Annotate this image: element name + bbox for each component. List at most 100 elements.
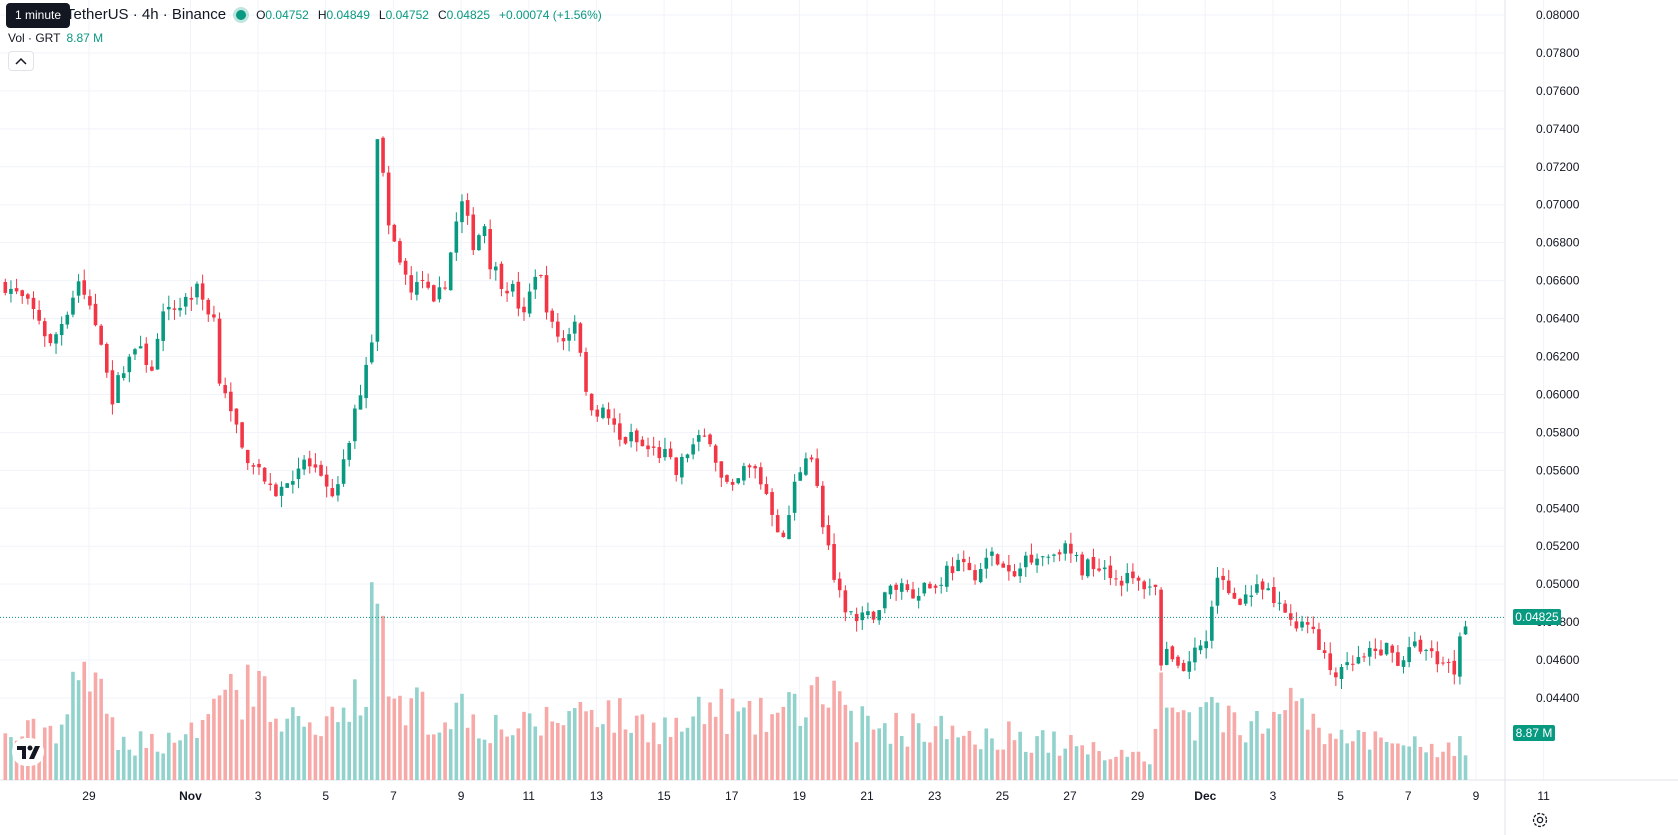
volume-bar [189,722,194,780]
volume-bar [206,714,211,780]
candle-body [601,407,605,418]
volume-bar [1142,761,1146,780]
candle-body [1131,571,1135,579]
candle-body [1390,645,1395,653]
candle-body [640,439,645,447]
candle-body [1396,652,1400,666]
time-tick-label: Nov [179,789,202,803]
volume-bar [1266,728,1271,780]
volume-bar [353,679,357,780]
candle-body [1085,559,1090,577]
volume-bar [505,736,509,780]
volume-bar [866,715,870,780]
collapse-legend-button[interactable] [8,51,34,71]
candle-body [1074,554,1079,557]
candle-body [1424,649,1428,651]
time-tick-label: 23 [928,789,942,803]
candle-body [702,435,707,437]
volume-bar [696,696,701,780]
volume-bar [369,582,374,780]
volume-bar [899,736,904,780]
volume-bar [1176,712,1180,780]
candle-body [1305,622,1310,625]
volume-bar [99,678,103,780]
candle-body [183,296,188,307]
candle-body [1429,648,1434,652]
volume-bar [871,729,876,780]
candle-body [1452,660,1457,675]
tradingview-logo-icon[interactable] [12,738,44,766]
gear-icon[interactable] [1530,810,1550,830]
volume-bar [1136,751,1141,780]
candle-body [634,430,639,443]
volume-bar [1243,742,1248,780]
candle-body [398,241,402,263]
candle-body [212,314,216,318]
close-value: C0.04825 [437,7,491,22]
candle-body [1069,543,1073,554]
volume-bar [905,746,910,780]
candle-body [59,324,64,336]
volume-bar [1035,736,1039,780]
candle-body [1294,621,1299,629]
volume-bar [984,728,989,780]
high-value: H0.04849 [317,7,370,22]
volume-bar [1277,714,1282,780]
candle-body [736,478,741,484]
candle-body [133,349,137,355]
volume-label: Vol · GRT [8,31,61,45]
volume-bar [364,706,368,780]
candle-body [1277,602,1282,604]
volume-bar [860,706,865,780]
volume-bar [510,735,515,780]
candle-body [409,275,414,293]
volume-bar [758,697,763,780]
volume-bar [454,702,459,780]
candle-body [1215,577,1220,606]
candle-body [1176,656,1180,666]
candle-body [93,303,98,326]
volume-bar [161,753,165,780]
last-volume-label: 8.87 M [1513,725,1555,741]
volume-bar [854,742,859,780]
candle-body [691,444,695,455]
candle-body [967,562,972,571]
volume-bar [950,725,955,780]
candle-body [764,484,769,494]
symbol-title[interactable]: TetherUS · 4h · Binance [66,6,227,23]
volume-bar [894,713,898,780]
candle-body [403,260,408,275]
time-tick-label: 29 [1131,789,1145,803]
volume-bar [685,727,690,780]
candle-body [533,276,538,290]
volume-bar [1108,759,1113,780]
candle-body [956,559,960,572]
candle-body [1266,588,1271,591]
volume-bar [719,688,724,780]
volume-bar [1221,732,1225,780]
volume-bar [1458,736,1462,780]
volume-bar [274,718,278,780]
candle-body [883,592,887,609]
candle-body [54,334,58,344]
candle-body [854,613,859,622]
volume-bar [691,716,695,780]
candle-body [454,221,459,253]
candle-body [1142,581,1146,590]
candle-body [14,288,19,292]
candle-body [71,297,75,315]
volume-bar [71,671,75,780]
volume-bar [1390,743,1395,780]
candle-body [1181,662,1186,672]
volume-bar [663,717,667,780]
price-tick-label: 0.07600 [1536,84,1580,98]
volume-bar [1057,755,1062,780]
volume-bar [302,726,306,780]
candle-body [150,366,154,371]
candle-body [1046,556,1051,558]
volume-bar [1097,751,1101,780]
price-tick-label: 0.07200 [1536,160,1580,174]
volume-bar [1125,756,1130,780]
candle-body [961,558,966,563]
